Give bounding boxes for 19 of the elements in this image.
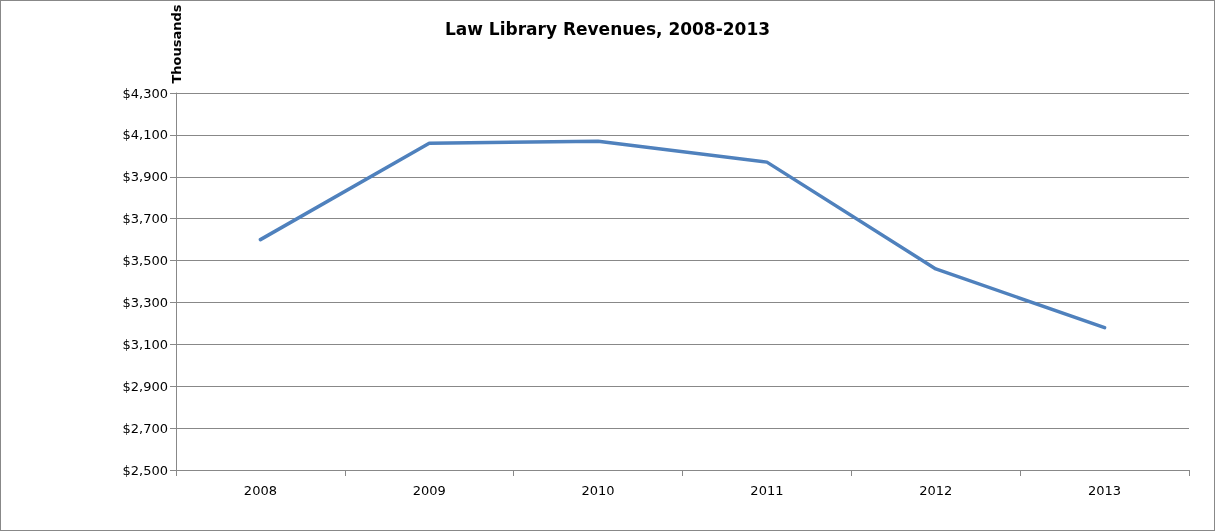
y-tick-label: $3,300 [122, 294, 168, 310]
x-tick-label: 2009 [412, 483, 446, 498]
y-tick-label: $3,100 [122, 336, 168, 352]
y-axis-title: Thousands [168, 4, 184, 84]
y-tick-label: $3,500 [122, 253, 168, 269]
y-tick-label: $2,700 [122, 420, 168, 436]
x-tick-label: 2011 [750, 483, 784, 498]
y-tick-label: $3,700 [122, 211, 168, 227]
x-tick-label: 2012 [919, 483, 953, 498]
x-tick-label: 2013 [1088, 483, 1122, 498]
y-tick-label: $4,100 [122, 127, 168, 143]
x-tick-label: 2008 [243, 483, 277, 498]
y-tick-label: $3,900 [122, 169, 168, 185]
y-tick-label: $2,500 [122, 462, 168, 478]
x-tick-label: 2010 [581, 483, 615, 498]
line-series [258, 139, 1107, 330]
y-tick-label: $4,300 [122, 85, 168, 101]
y-tick-label: $2,900 [122, 378, 168, 394]
chart-title: Law Library Revenues, 2008-2013 [444, 18, 771, 39]
